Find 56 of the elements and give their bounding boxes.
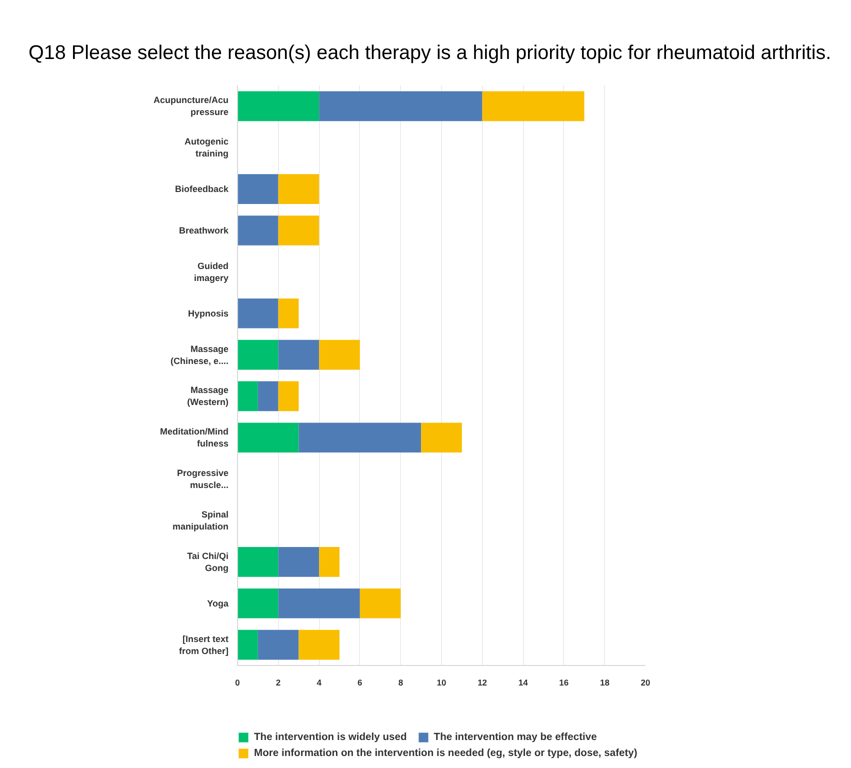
x-tick-label: 4	[316, 678, 322, 688]
legend-label: More information on the intervention is needed (eg, style or type, dose, safety)	[254, 747, 638, 759]
bar	[278, 174, 320, 204]
bar	[298, 630, 340, 660]
bar	[238, 588, 278, 618]
x-tick-label: 20	[640, 678, 650, 688]
bar	[319, 340, 360, 370]
bar	[238, 422, 299, 453]
x-tick-label: 10	[436, 678, 446, 688]
bar	[238, 174, 278, 204]
x-tick-label: 12	[478, 678, 488, 688]
y-tick-label: Hypnosis	[188, 308, 229, 318]
bar	[360, 588, 401, 618]
bar	[238, 381, 258, 412]
bar	[421, 422, 462, 453]
y-tick-label: Biofeedback	[174, 184, 230, 194]
bar	[258, 630, 299, 660]
y-tick-label: Guided imagery	[194, 260, 229, 283]
bar	[482, 91, 584, 122]
bar	[278, 547, 320, 577]
x-tick-label: 8	[398, 678, 404, 688]
y-tick-label: Yoga	[207, 598, 230, 608]
bar	[238, 91, 320, 122]
y-tick-label: Autogenic training	[184, 136, 228, 159]
x-tick-label: 2	[276, 678, 281, 688]
y-tick-label: Spinal manipulation	[172, 510, 229, 532]
bar	[278, 340, 320, 370]
bar	[319, 547, 340, 577]
x-tick-label: 16	[559, 678, 569, 688]
y-tick-label: Progressive muscle...	[176, 468, 229, 490]
x-tick-label: 14	[518, 678, 528, 688]
bar	[258, 381, 278, 412]
y-tick-label: [Insert text from Other]	[179, 634, 229, 656]
y-tick-label: Massage (Western)	[187, 385, 229, 408]
bar	[319, 91, 482, 122]
bar	[238, 340, 278, 370]
bar	[238, 547, 278, 577]
x-tick-label: 6	[358, 678, 363, 688]
chart-title: Q18 Please select the reason(s) each therapy is a high priority topic for rheumatoid arthritis.	[28, 42, 832, 64]
bar	[278, 381, 299, 412]
bar	[238, 298, 278, 328]
bar	[298, 422, 422, 453]
bar	[238, 216, 278, 246]
bar	[238, 630, 258, 660]
legend-label: The intervention may be effective	[434, 731, 597, 743]
y-tick-label: Meditation/Mind fulness	[160, 426, 229, 449]
y-tick-label: Breathwork	[178, 226, 230, 236]
bar	[278, 216, 320, 246]
y-tick-label: Tai Chi/Qi Gong	[187, 550, 229, 573]
y-tick-label: Massage (Chinese, e....	[170, 344, 229, 366]
x-tick-label: 18	[600, 678, 610, 688]
legend-label: The intervention is widely used	[254, 731, 407, 743]
x-tick-label: 0	[235, 678, 240, 688]
bar	[278, 298, 299, 328]
y-tick-label: Acupuncture/Acu pressure	[153, 95, 229, 118]
bar	[278, 588, 360, 618]
